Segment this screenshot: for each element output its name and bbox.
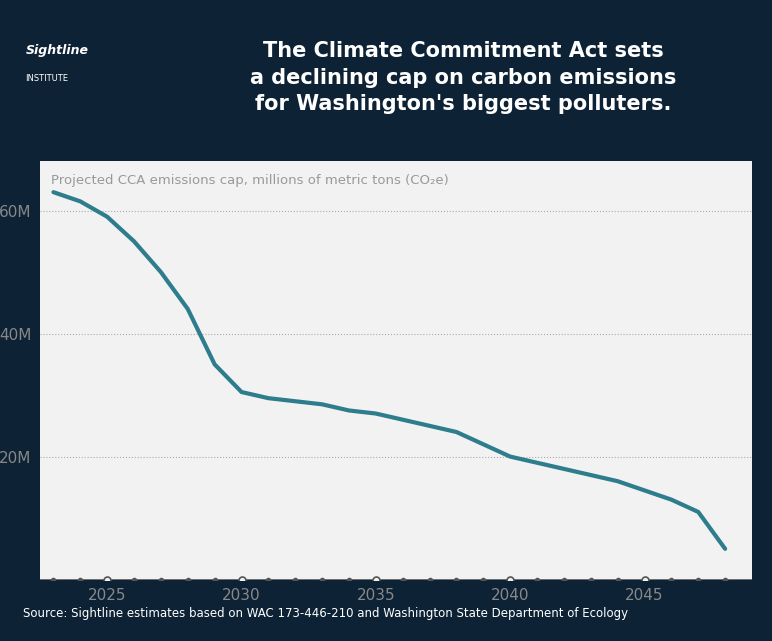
Text: Projected CCA emissions cap, millions of metric tons (CO₂e): Projected CCA emissions cap, millions of… xyxy=(51,174,449,187)
Text: Source: Sightline estimates based on WAC 173-446-210 and Washington State Depart: Source: Sightline estimates based on WAC… xyxy=(23,607,628,620)
Text: Sightline: Sightline xyxy=(25,44,89,57)
Text: INSTITUTE: INSTITUTE xyxy=(25,74,69,83)
Text: The Climate Commitment Act sets
a declining cap on carbon emissions
for Washingt: The Climate Commitment Act sets a declin… xyxy=(250,41,676,114)
